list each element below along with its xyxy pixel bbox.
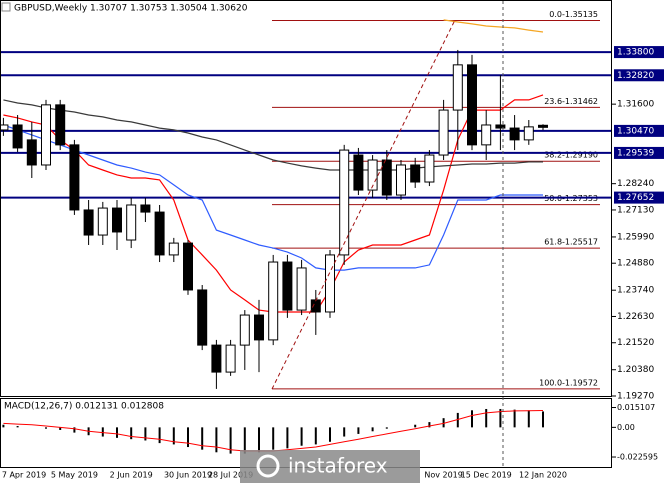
watermark-logo bbox=[256, 454, 280, 478]
candle-body bbox=[367, 159, 378, 191]
candle-body bbox=[83, 209, 94, 236]
level-tag bbox=[614, 191, 664, 204]
y-tick-label: 1.20380 bbox=[617, 365, 654, 375]
fib-label: 0.0-1.35135 bbox=[549, 10, 598, 19]
y-tick-label: 1.21520 bbox=[617, 338, 654, 348]
fib-label: 23.6-1.31462 bbox=[544, 97, 598, 106]
candle-body bbox=[140, 204, 151, 213]
level-tag-label: 1.29539 bbox=[617, 148, 654, 158]
candle-body bbox=[523, 126, 534, 141]
watermark: instaforex bbox=[240, 450, 420, 483]
x-tick-label: 5 May 2019 bbox=[51, 471, 98, 480]
candle-body bbox=[438, 109, 449, 156]
indicator-line bbox=[443, 19, 544, 33]
fib-label: 61.8-1.25517 bbox=[544, 238, 598, 247]
candle-body bbox=[538, 124, 548, 128]
y-tick-label: 1.22630 bbox=[617, 312, 654, 322]
candle-body bbox=[481, 124, 492, 146]
x-tick-label: 2 Jun 2019 bbox=[110, 471, 153, 480]
candle-body bbox=[55, 104, 66, 146]
fib-label: 38.2-1.29190 bbox=[544, 151, 598, 160]
level-tag-label: 1.32820 bbox=[617, 71, 654, 81]
candle-body bbox=[69, 144, 80, 211]
candle-body bbox=[154, 211, 165, 256]
candle-body bbox=[41, 104, 51, 166]
y-tick-label: 1.31600 bbox=[617, 100, 654, 110]
level-tag-label: 1.30470 bbox=[617, 126, 654, 136]
indicator-line bbox=[3, 99, 543, 171]
macd-y-tick-label: -0.022595 bbox=[617, 453, 658, 462]
y-tick-label: 1.23740 bbox=[617, 286, 654, 296]
macd-title: MACD(12,26,7) 0.012131 0.012808 bbox=[4, 402, 164, 412]
fib-label: 100.0-1.19572 bbox=[539, 378, 598, 387]
y-tick-label: 1.28240 bbox=[617, 179, 654, 189]
level-tag-label: 1.33800 bbox=[617, 48, 654, 58]
candle-body bbox=[296, 267, 307, 311]
candle-body bbox=[254, 314, 264, 341]
plot-layer: 1.19270 1.20380 1.21520 1.22630 1.23740 1.248… bbox=[0, 10, 658, 480]
candle-body bbox=[325, 254, 335, 313]
title-icon bbox=[1, 2, 11, 12]
x-tick-label: 7 Apr 2019 bbox=[2, 471, 46, 480]
x-tick-label: 30 Jun 2019 bbox=[164, 471, 212, 480]
level-tag bbox=[614, 146, 664, 159]
candle-body bbox=[495, 124, 506, 129]
macd-y-tick-label: 0.00 bbox=[617, 423, 635, 432]
watermark-text: instaforex bbox=[288, 454, 388, 478]
candle-body bbox=[410, 164, 421, 183]
candle-body bbox=[282, 261, 293, 311]
chart-title: GBPUSD,Weekly 1.30707 1.30753 1.30504 1.… bbox=[14, 4, 248, 14]
candle-body bbox=[467, 64, 477, 146]
y-tick-label: 1.25990 bbox=[617, 232, 654, 242]
indicator-line bbox=[3, 124, 543, 271]
y-tick-label: 1.19270 bbox=[617, 392, 654, 402]
x-tick-label: Nov 2019 bbox=[424, 471, 463, 480]
candle-body bbox=[452, 64, 463, 111]
candle-body bbox=[225, 344, 236, 373]
candle-body bbox=[396, 164, 406, 196]
overlay-layer: 1.33800 1.32820 1.30470 1.29539 1.27652 bbox=[614, 46, 664, 204]
candle-body bbox=[211, 344, 222, 373]
candle-body bbox=[0, 124, 9, 131]
x-tick-label: 12 Jan 2020 bbox=[519, 471, 567, 480]
candle-body bbox=[268, 261, 279, 341]
candle-body bbox=[26, 139, 37, 166]
candle-body bbox=[126, 204, 137, 241]
fib-label: 50.0-1.27353 bbox=[544, 194, 598, 203]
candle-body bbox=[197, 289, 208, 346]
level-tag bbox=[614, 69, 664, 82]
level-tag bbox=[614, 46, 664, 59]
candle-body bbox=[12, 124, 23, 149]
candle-body bbox=[381, 159, 392, 196]
level-tag-label: 1.27652 bbox=[617, 193, 654, 203]
candle-body bbox=[168, 242, 179, 256]
candle-body bbox=[509, 127, 520, 141]
candle-body bbox=[112, 207, 122, 233]
candle-body bbox=[239, 314, 250, 346]
candle-body bbox=[424, 154, 435, 183]
price-panel-frame bbox=[0, 0, 612, 397]
fib-trend-line bbox=[271, 19, 456, 390]
candle-body bbox=[97, 207, 108, 236]
x-tick-label: 15 Dec 2019 bbox=[461, 471, 512, 480]
level-tag bbox=[614, 124, 664, 137]
macd-y-tick-label: 0.015107 bbox=[617, 403, 655, 412]
candle-body bbox=[183, 242, 193, 291]
x-tick-label: 28 Jul 2019 bbox=[208, 471, 253, 480]
y-tick-label: 1.24880 bbox=[617, 259, 654, 269]
y-tick-label: 1.27130 bbox=[617, 205, 654, 215]
candle-body bbox=[339, 149, 350, 256]
candle-body bbox=[353, 154, 364, 191]
